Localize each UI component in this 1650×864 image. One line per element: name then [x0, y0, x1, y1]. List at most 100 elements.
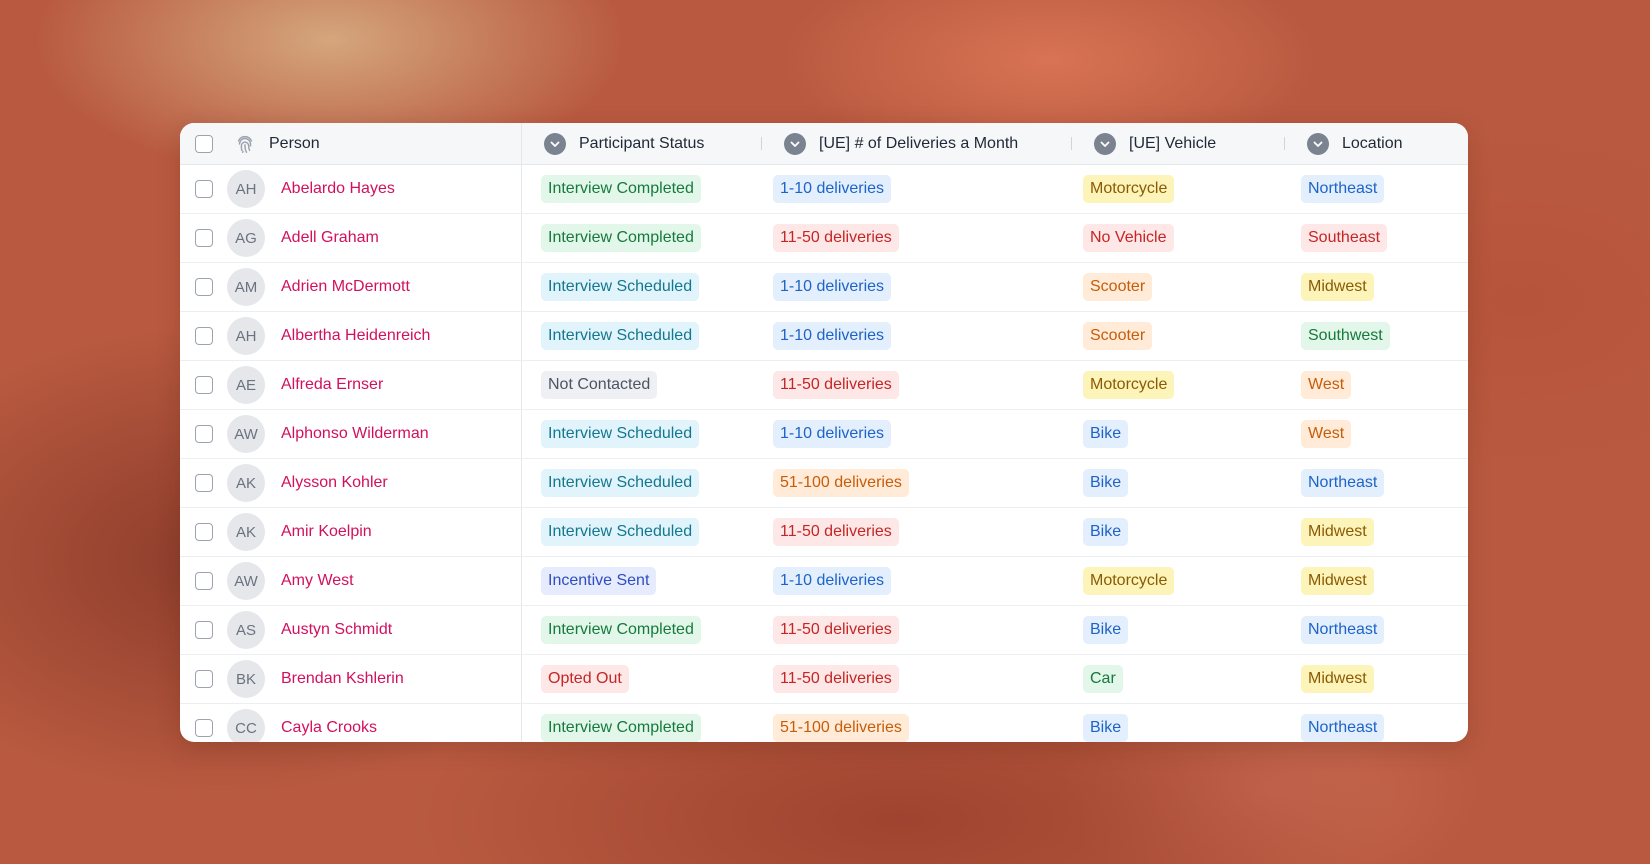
vehicle-cell[interactable]: Scooter	[1072, 263, 1285, 311]
column-header-person[interactable]: Person	[180, 123, 522, 164]
person-name-link[interactable]: Amy West	[281, 572, 354, 589]
location-cell[interactable]: Midwest	[1285, 557, 1468, 605]
table-row[interactable]: AW Alphonso Wilderman Interview Schedule…	[180, 410, 1468, 459]
participant-status-cell[interactable]: Incentive Sent	[522, 557, 762, 605]
chevron-down-icon[interactable]	[544, 132, 566, 155]
participant-status-cell[interactable]: Interview Completed	[522, 214, 762, 262]
participant-status-cell[interactable]: Interview Completed	[522, 165, 762, 213]
person-name-link[interactable]: Cayla Crooks	[281, 719, 378, 736]
deliveries-cell[interactable]: 51-100 deliveries	[762, 459, 1072, 507]
row-checkbox[interactable]	[195, 229, 213, 247]
location-cell[interactable]: Midwest	[1285, 655, 1468, 703]
table-row[interactable]: AW Amy West Incentive Sent 1-10 deliveri…	[180, 557, 1468, 606]
deliveries-cell[interactable]: 1-10 deliveries	[762, 312, 1072, 360]
location-cell[interactable]: West	[1285, 410, 1468, 458]
table-row[interactable]: AS Austyn Schmidt Interview Completed 11…	[180, 606, 1468, 655]
person-name-link[interactable]: Adell Graham	[281, 229, 379, 246]
vehicle-cell[interactable]: Bike	[1072, 410, 1285, 458]
location-cell[interactable]: Southwest	[1285, 312, 1468, 360]
table-row[interactable]: AM Adrien McDermott Interview Scheduled …	[180, 263, 1468, 312]
location-cell[interactable]: Northeast	[1285, 165, 1468, 213]
column-divider[interactable]	[1284, 137, 1285, 150]
person-name-link[interactable]: Alfreda Ernser	[281, 376, 384, 393]
location-cell[interactable]: Midwest	[1285, 263, 1468, 311]
person-name-link[interactable]: Austyn Schmidt	[281, 621, 393, 638]
participant-status-cell[interactable]: Interview Scheduled	[522, 263, 762, 311]
chevron-down-icon[interactable]	[1094, 132, 1116, 155]
deliveries-cell[interactable]: 11-50 deliveries	[762, 606, 1072, 654]
deliveries-cell[interactable]: 11-50 deliveries	[762, 655, 1072, 703]
table-row[interactable]: AH Albertha Heidenreich Interview Schedu…	[180, 312, 1468, 361]
deliveries-cell[interactable]: 11-50 deliveries	[762, 214, 1072, 262]
chevron-down-icon[interactable]	[784, 132, 806, 155]
row-checkbox[interactable]	[195, 572, 213, 590]
vehicle-cell[interactable]: Bike	[1072, 508, 1285, 556]
deliveries-cell[interactable]: 1-10 deliveries	[762, 557, 1072, 605]
location-cell[interactable]: Northeast	[1285, 606, 1468, 654]
vehicle-cell[interactable]: Bike	[1072, 606, 1285, 654]
table-row[interactable]: BK Brendan Kshlerin Opted Out 11-50 deli…	[180, 655, 1468, 704]
vehicle-cell[interactable]: Motorcycle	[1072, 557, 1285, 605]
deliveries-cell[interactable]: 11-50 deliveries	[762, 508, 1072, 556]
select-all-checkbox[interactable]	[195, 134, 213, 153]
table-row[interactable]: CC Cayla Crooks Interview Completed 51-1…	[180, 704, 1468, 742]
vehicle-cell[interactable]: No Vehicle	[1072, 214, 1285, 262]
row-checkbox[interactable]	[195, 474, 213, 492]
data-table: Person Participant Status [UE] # of Deli…	[180, 123, 1468, 742]
person-name-link[interactable]: Albertha Heidenreich	[281, 327, 431, 344]
table-row[interactable]: AG Adell Graham Interview Completed 11-5…	[180, 214, 1468, 263]
person-name-link[interactable]: Abelardo Hayes	[281, 180, 395, 197]
participant-status-cell[interactable]: Interview Completed	[522, 704, 762, 742]
row-checkbox[interactable]	[195, 425, 213, 443]
vehicle-cell[interactable]: Bike	[1072, 459, 1285, 507]
participant-status-cell[interactable]: Opted Out	[522, 655, 762, 703]
vehicle-cell[interactable]: Bike	[1072, 704, 1285, 742]
column-header-participant-status[interactable]: Participant Status	[522, 123, 762, 164]
location-cell[interactable]: Southeast	[1285, 214, 1468, 262]
row-checkbox[interactable]	[195, 523, 213, 541]
participant-status-cell[interactable]: Not Contacted	[522, 361, 762, 409]
deliveries-cell[interactable]: 1-10 deliveries	[762, 410, 1072, 458]
participant-status-cell[interactable]: Interview Scheduled	[522, 312, 762, 360]
row-checkbox[interactable]	[195, 327, 213, 345]
row-checkbox[interactable]	[195, 278, 213, 296]
column-divider[interactable]	[1071, 137, 1072, 150]
column-header-deliveries[interactable]: [UE] # of Deliveries a Month	[762, 123, 1072, 164]
location-cell[interactable]: Northeast	[1285, 704, 1468, 742]
row-checkbox[interactable]	[195, 621, 213, 639]
column-divider[interactable]	[761, 137, 762, 150]
table-row[interactable]: AK Alysson Kohler Interview Scheduled 51…	[180, 459, 1468, 508]
table-row[interactable]: AH Abelardo Hayes Interview Completed 1-…	[180, 165, 1468, 214]
deliveries-cell[interactable]: 51-100 deliveries	[762, 704, 1072, 742]
deliveries-cell[interactable]: 1-10 deliveries	[762, 263, 1072, 311]
participant-status-cell[interactable]: Interview Completed	[522, 606, 762, 654]
row-checkbox[interactable]	[195, 719, 213, 737]
person-name-link[interactable]: Adrien McDermott	[281, 278, 410, 295]
deliveries-cell[interactable]: 1-10 deliveries	[762, 165, 1072, 213]
row-checkbox[interactable]	[195, 180, 213, 198]
row-checkbox[interactable]	[195, 670, 213, 688]
participant-status-cell[interactable]: Interview Scheduled	[522, 459, 762, 507]
participant-status-cell[interactable]: Interview Scheduled	[522, 508, 762, 556]
column-header-location[interactable]: Location	[1285, 123, 1468, 164]
avatar: AM	[227, 268, 265, 306]
vehicle-cell[interactable]: Car	[1072, 655, 1285, 703]
row-checkbox[interactable]	[195, 376, 213, 394]
participant-status-cell[interactable]: Interview Scheduled	[522, 410, 762, 458]
location-cell[interactable]: Midwest	[1285, 508, 1468, 556]
vehicle-tag: Motorcycle	[1083, 175, 1175, 203]
column-header-vehicle[interactable]: [UE] Vehicle	[1072, 123, 1285, 164]
table-row[interactable]: AK Amir Koelpin Interview Scheduled 11-5…	[180, 508, 1468, 557]
vehicle-cell[interactable]: Motorcycle	[1072, 165, 1285, 213]
person-name-link[interactable]: Alysson Kohler	[281, 474, 388, 491]
chevron-down-icon[interactable]	[1307, 132, 1329, 155]
person-name-link[interactable]: Brendan Kshlerin	[281, 670, 404, 687]
location-cell[interactable]: Northeast	[1285, 459, 1468, 507]
person-name-link[interactable]: Alphonso Wilderman	[281, 425, 429, 442]
table-row[interactable]: AE Alfreda Ernser Not Contacted 11-50 de…	[180, 361, 1468, 410]
vehicle-cell[interactable]: Motorcycle	[1072, 361, 1285, 409]
location-cell[interactable]: West	[1285, 361, 1468, 409]
deliveries-cell[interactable]: 11-50 deliveries	[762, 361, 1072, 409]
vehicle-cell[interactable]: Scooter	[1072, 312, 1285, 360]
person-name-link[interactable]: Amir Koelpin	[281, 523, 372, 540]
